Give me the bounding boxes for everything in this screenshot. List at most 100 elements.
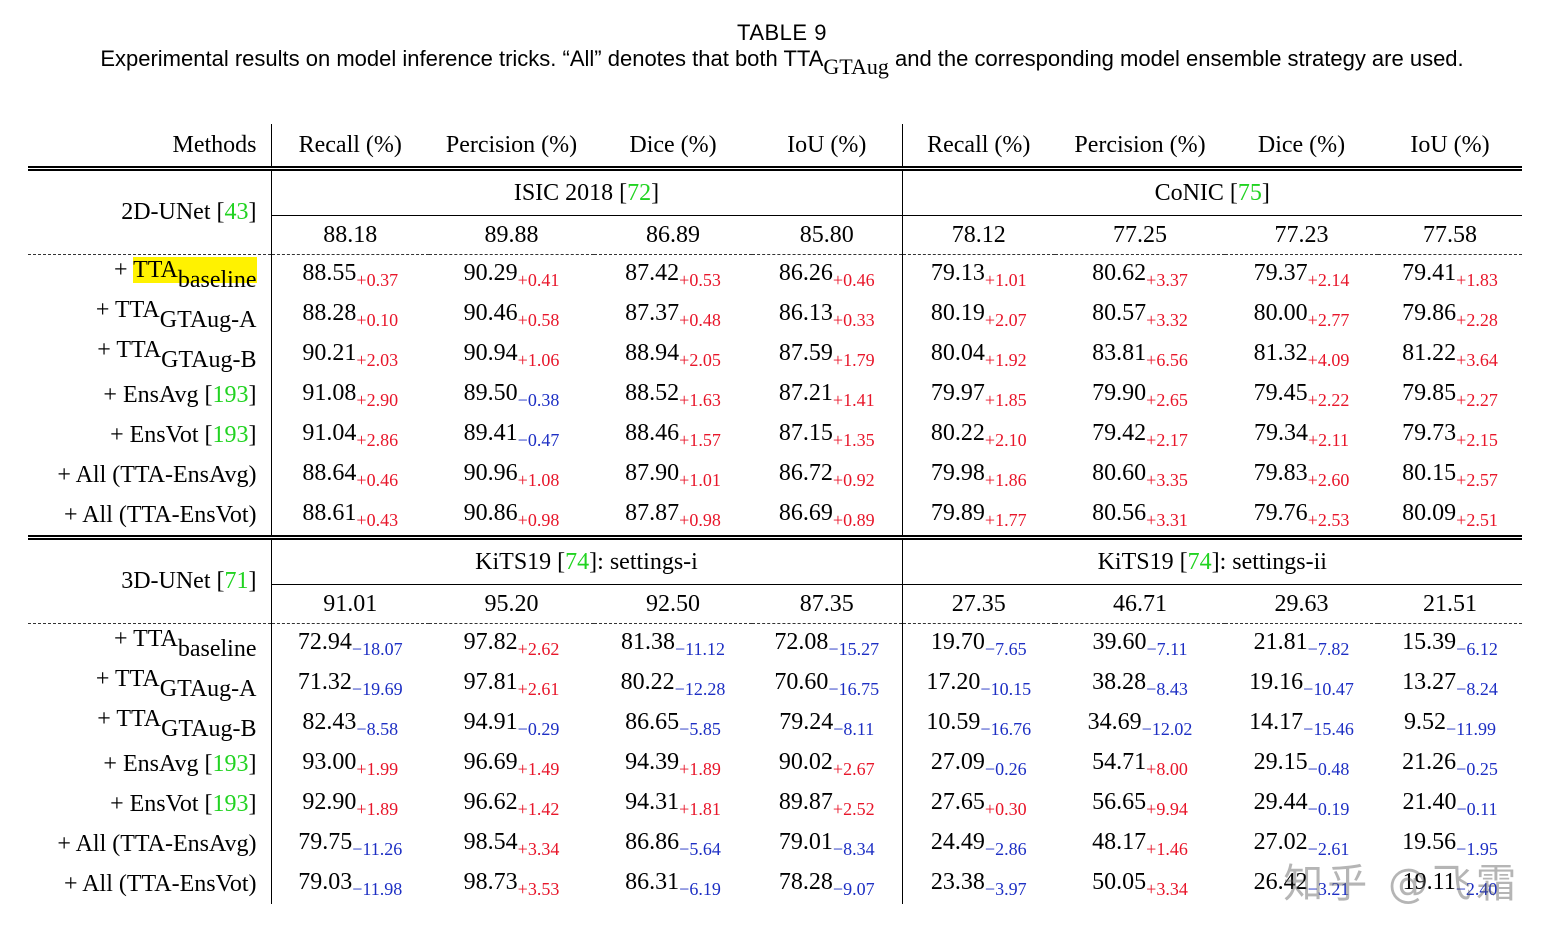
dataset-name: CoNIC [75]	[901, 166, 1522, 216]
value-cell: 90.02+2.67	[752, 744, 902, 784]
metric-value: 29.44	[1253, 788, 1308, 815]
method-name: + EnsVot [	[110, 790, 213, 817]
method-name: + TTA	[114, 625, 178, 652]
metric-value: 90.29	[463, 259, 518, 286]
metric-value: 29.15	[1253, 748, 1308, 775]
value-cell: 86.13+0.33	[752, 295, 902, 335]
metric-value: 72.94	[297, 628, 352, 655]
table-row: + TTAGTAug-B 82.43−8.58 94.91−0.29 86.65−5.…	[28, 704, 1522, 744]
value-cell: 79.13+1.01	[901, 254, 1055, 295]
highlighted-method: TTAbaseline	[133, 256, 257, 293]
metric-value: 80.56	[1092, 499, 1147, 526]
method-label: + All (TTA-EnsAvg)	[28, 824, 271, 864]
metric-value: 86.72	[778, 459, 833, 486]
delta-value: −11.99	[1446, 718, 1496, 739]
value-cell: 87.87+0.98	[594, 495, 752, 538]
value-cell: 79.24−8.11	[752, 704, 902, 744]
method-subscript: GTAug-B	[161, 346, 257, 373]
delta-value: −16.75	[828, 678, 880, 699]
citation: 193	[212, 421, 249, 448]
delta-value: +2.65	[1146, 389, 1188, 410]
method-name: + EnsVot [	[110, 421, 213, 448]
metric-value: 79.42	[1092, 419, 1147, 446]
method-name: + All (TTA-EnsVot)	[64, 501, 257, 528]
value-cell: 14.17−15.46	[1225, 704, 1378, 744]
model-name: 3D-UNet [71]	[28, 535, 271, 624]
metric-value: 79.34	[1254, 419, 1308, 446]
delta-value: +1.86	[984, 469, 1027, 490]
value-cell: 80.19+2.07	[901, 295, 1055, 335]
value-cell: 70.60−16.75	[752, 664, 902, 704]
table-row: + EnsAvg [193] 93.00+1.99 96.69+1.49 94.39+…	[28, 744, 1522, 784]
baseline-value: 87.35	[799, 590, 854, 617]
metric-value: 71.32	[297, 668, 352, 695]
delta-value: −6.19	[679, 878, 721, 899]
header-col: Recall (%)	[270, 124, 429, 169]
delta-value: −8.43	[1146, 678, 1188, 699]
value-cell: 87.42+0.53	[594, 254, 752, 295]
value-cell: 50.05+3.34	[1055, 864, 1225, 904]
metric-value: 34.69	[1087, 708, 1142, 735]
baseline-value: 88.18	[270, 215, 429, 255]
table-row: + All (TTA-EnsAvg) 79.75−11.26 98.54+3.34 8…	[28, 824, 1522, 864]
delta-value: +1.79	[832, 349, 875, 370]
value-cell: 87.21+1.41	[752, 375, 902, 415]
value-cell: 26.42−3.21	[1225, 864, 1378, 904]
metric-value: 98.73	[463, 868, 518, 895]
dataset-label-end: ]: settings-i	[589, 548, 698, 575]
baseline-value: 78.12	[901, 215, 1055, 255]
delta-value: −0.25	[1456, 758, 1498, 779]
method-name: + EnsAvg [	[103, 381, 213, 408]
baseline-value: 77.25	[1113, 221, 1167, 248]
delta-value: +3.37	[1146, 269, 1188, 290]
value-cell: 80.00+2.77	[1225, 295, 1378, 335]
delta-value: +1.99	[356, 758, 399, 779]
metric-value: 19.56	[1402, 828, 1457, 855]
value-cell: 21.26−0.25	[1378, 744, 1522, 784]
header-col: Dice (%)	[594, 124, 752, 169]
metric-value: 87.59	[778, 339, 833, 366]
delta-value: +9.94	[1146, 798, 1188, 819]
delta-value: +1.92	[984, 349, 1027, 370]
method-name: +	[114, 256, 134, 283]
metric-value: 78.28	[778, 868, 833, 895]
delta-value: +2.77	[1307, 309, 1350, 330]
value-cell: 88.61+0.43	[270, 495, 429, 538]
method-name: + EnsAvg [	[103, 750, 213, 777]
bracket: ]	[248, 381, 257, 408]
metric-value: 39.60	[1092, 628, 1147, 655]
delta-value: +2.60	[1307, 469, 1350, 490]
value-cell: 87.15+1.35	[752, 415, 902, 455]
delta-value: +3.31	[1146, 509, 1188, 530]
value-cell: 79.97+1.85	[901, 375, 1055, 415]
delta-value: +2.86	[356, 429, 399, 450]
metric-value: 79.73	[1402, 419, 1457, 446]
delta-value: +1.85	[984, 389, 1027, 410]
value-cell: 19.70−7.65	[901, 623, 1055, 664]
delta-value: +0.46	[832, 269, 875, 290]
metric-value: 27.02	[1253, 828, 1308, 855]
table-row: + All (TTA-EnsVot) 88.61+0.43 90.86+0.98 87…	[28, 495, 1522, 538]
delta-value: +2.52	[832, 798, 875, 819]
delta-value: +0.48	[679, 309, 721, 330]
delta-value: +2.51	[1456, 509, 1498, 530]
method-label: + TTAbaseline	[28, 254, 271, 295]
baseline-value: 92.50	[646, 590, 700, 617]
delta-value: +2.27	[1456, 389, 1498, 410]
value-cell: 79.01−8.34	[752, 824, 902, 864]
metric-value: 21.26	[1402, 748, 1457, 775]
header-col: IoU (%)	[752, 124, 902, 169]
metric-value: 88.61	[302, 499, 357, 526]
metric-value: 9.52	[1404, 708, 1446, 735]
delta-value: −18.07	[351, 638, 403, 659]
delta-value: −8.58	[356, 718, 399, 739]
value-cell: 88.94+2.05	[594, 335, 752, 375]
metric-value: 50.05	[1092, 868, 1147, 895]
delta-value: +2.05	[679, 349, 721, 370]
value-cell: 71.32−19.69	[270, 664, 429, 704]
metric-value: 79.03	[298, 868, 353, 895]
method-name: + All (TTA-EnsVot)	[64, 870, 257, 897]
delta-value: −12.28	[674, 678, 726, 699]
value-cell: 23.38−3.97	[901, 864, 1055, 904]
metric-value: 88.94	[625, 339, 680, 366]
